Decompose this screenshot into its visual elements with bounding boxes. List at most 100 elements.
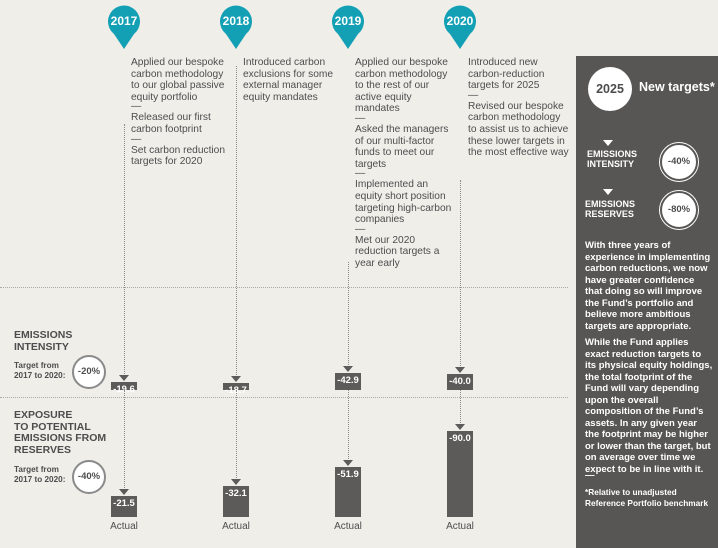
milestone-item: Introduced carbon exclusions for some ex… — [243, 57, 334, 103]
milestone-separator: — — [355, 112, 366, 124]
reserves-section-title: EXPOSURE TO POTENTIAL EMISSIONS FROM RES… — [14, 409, 107, 456]
intensity-value-label: -42.9 — [337, 374, 359, 386]
milestone-item: Released our first carbon footprint — [131, 112, 211, 135]
year-2025-badge: 2025 — [588, 67, 632, 111]
year-label: 2017 — [110, 14, 138, 28]
down-arrow-icon — [231, 375, 241, 382]
year-label: 2018 — [222, 14, 250, 28]
year-pin-2017: 2017 — [106, 4, 142, 50]
milestone-item: Applied our bespoke carbon methodology t… — [355, 57, 448, 115]
target-label-line: Target from — [14, 361, 59, 370]
down-arrow-icon — [231, 479, 241, 486]
panel-paragraph-2: While the Fund applies exact reduction t… — [585, 337, 713, 475]
reserves-value-label: -90.0 — [449, 432, 471, 444]
milestones-2019: Applied our bespoke carbon methodology t… — [355, 57, 457, 270]
milestone-separator: — — [355, 223, 366, 235]
down-arrow-icon — [603, 189, 613, 195]
milestone-item: Met our 2020 reduction targets a year ea… — [355, 234, 440, 269]
down-arrow-icon — [119, 489, 129, 496]
reserves-bar — [111, 496, 137, 517]
intensity-title-line: INTENSITY — [14, 340, 69, 353]
down-arrow-icon — [343, 365, 353, 372]
reserves-target-circle: -40% — [72, 460, 106, 494]
year-pin-2019: 2019 — [330, 4, 366, 50]
reserves-target-value: -40% — [77, 471, 101, 482]
reserves-title-line: TO POTENTIAL — [14, 420, 91, 433]
panel-paragraph-1: With three years of experience in implem… — [585, 240, 711, 332]
panel-intensity-line: EMISSIONS — [587, 149, 638, 159]
connector-line — [236, 66, 237, 377]
actual-label: Actual — [110, 521, 138, 532]
panel-reserves-value: -80% — [667, 204, 691, 215]
intensity-value-label: -40.0 — [449, 376, 471, 387]
target-label-line: 2017 to 2020: — [14, 371, 66, 380]
connector-line — [124, 390, 125, 491]
map-pin-icon — [332, 5, 364, 49]
intensity-bar — [111, 382, 137, 390]
map-pin-icon — [220, 5, 252, 49]
milestones-2018: Introduced carbon exclusions for some ex… — [243, 57, 345, 103]
panel-intensity-circle: -40% — [660, 143, 698, 181]
milestone-separator: — — [468, 89, 479, 101]
down-arrow-icon — [343, 460, 353, 467]
milestones-2017: Applied our bespoke carbon methodology t… — [131, 57, 233, 168]
milestone-separator: — — [355, 168, 366, 180]
actual-label: Actual — [446, 521, 474, 532]
milestone-item: Implemented an equity short position tar… — [355, 179, 452, 226]
down-arrow-icon — [603, 140, 613, 146]
intensity-target-label: Target from 2017 to 2020: — [14, 361, 65, 381]
panel-intensity-label: EMISSIONS INTENSITY — [587, 149, 637, 169]
intensity-section-title: EMISSIONS INTENSITY — [14, 329, 73, 353]
intensity-bar — [335, 372, 361, 390]
map-pin-icon — [444, 5, 476, 49]
down-arrow-icon — [455, 367, 465, 373]
milestone-item: Set carbon reduction targets for 2020 — [131, 144, 226, 168]
panel-reserves-line: RESERVES — [585, 209, 634, 219]
reserves-title-line: EXPOSURE — [14, 409, 73, 421]
panel-reserves-line: EMISSIONS — [585, 199, 636, 209]
reserves-target-label: Target from 2017 to 2020: — [14, 465, 65, 485]
new-targets-panel: 2025 New targets* EMISSIONS INTENSITY -4… — [576, 56, 718, 548]
reserves-value-label: -21.5 — [113, 498, 135, 510]
milestone-separator: — — [131, 133, 142, 145]
panel-intensity-line: INTENSITY — [587, 159, 635, 169]
actual-label: Actual — [222, 521, 250, 532]
connector-line — [124, 124, 125, 377]
target-label-line: Target from — [14, 465, 59, 474]
reserves-value-label: -32.1 — [225, 488, 247, 500]
intensity-target-value: -20% — [77, 366, 101, 377]
panel-footnote: *Relative to unadjusted Reference Portfo… — [585, 487, 709, 508]
panel-intensity-value: -40% — [667, 156, 691, 167]
reserves-title-line: RESERVES — [14, 443, 71, 456]
milestones-2020: Introduced new carbon-reduction targets … — [468, 57, 570, 159]
intensity-bar — [223, 382, 249, 390]
down-arrow-icon — [119, 375, 129, 382]
divider-line — [0, 397, 568, 398]
connector-line — [348, 390, 349, 462]
year-pin-2018: 2018 — [218, 4, 254, 50]
connector-line — [460, 180, 461, 368]
intensity-value-label: -19.6 — [113, 384, 135, 396]
reserves-bar — [223, 486, 249, 517]
target-label-line: 2017 to 2020: — [14, 475, 66, 484]
milestone-separator: — — [131, 101, 142, 113]
reserves-bar — [447, 430, 473, 517]
year-2025-text: 2025 — [596, 82, 624, 96]
down-arrow-icon — [455, 423, 465, 430]
milestone-item: Asked the managers of our multi-factor f… — [355, 123, 449, 170]
year-label: 2020 — [446, 14, 474, 28]
milestone-item: Applied our bespoke carbon methodology t… — [131, 57, 225, 103]
milestone-item: Introduced new carbon-reduction targets … — [468, 57, 545, 92]
reserves-title-line: EMISSIONS FROM — [14, 432, 107, 444]
intensity-target-circle: -20% — [72, 355, 106, 389]
panel-reserves-circle: -80% — [660, 191, 698, 229]
actual-label: Actual — [334, 521, 362, 532]
connector-line — [460, 390, 461, 425]
connector-line — [236, 390, 237, 481]
reserves-bar — [335, 467, 361, 517]
new-targets-title: New targets* — [639, 80, 715, 94]
intensity-title-line: EMISSIONS — [14, 329, 73, 341]
year-pin-2020: 2020 — [442, 4, 478, 50]
intensity-bar — [447, 374, 473, 390]
year-label: 2019 — [334, 14, 362, 28]
